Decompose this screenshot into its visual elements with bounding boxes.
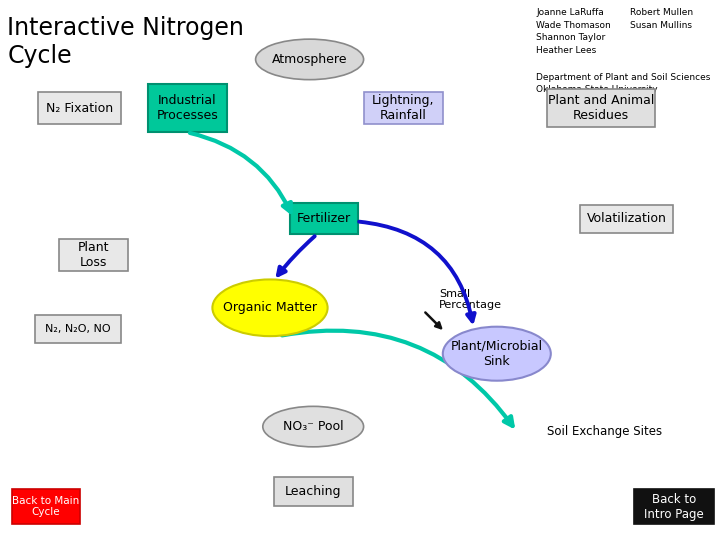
Text: Atmosphere: Atmosphere — [272, 53, 347, 66]
Text: N₂, N₂O, NO: N₂, N₂O, NO — [45, 325, 111, 334]
Ellipse shape — [256, 39, 364, 79]
Text: Volatilization: Volatilization — [587, 212, 666, 225]
Text: Back to
Intro Page: Back to Intro Page — [644, 492, 703, 521]
Text: Small
Percentage: Small Percentage — [439, 289, 503, 310]
Text: Leaching: Leaching — [285, 485, 341, 498]
Text: Industrial
Processes: Industrial Processes — [156, 94, 218, 122]
Text: Robert Mullen
Susan Mullins: Robert Mullen Susan Mullins — [630, 8, 693, 30]
FancyBboxPatch shape — [148, 84, 227, 132]
Text: Plant
Loss: Plant Loss — [78, 241, 109, 269]
Text: Lightning,
Rainfall: Lightning, Rainfall — [372, 94, 434, 122]
Text: Joanne LaRuffa
Wade Thomason
Shannon Taylor
Heather Lees: Joanne LaRuffa Wade Thomason Shannon Tay… — [536, 8, 611, 55]
FancyBboxPatch shape — [289, 203, 359, 234]
Text: Department of Plant and Soil Sciences
Oklahoma State University: Department of Plant and Soil Sciences Ok… — [536, 73, 711, 94]
FancyBboxPatch shape — [634, 489, 714, 524]
Text: N₂ Fixation: N₂ Fixation — [45, 102, 113, 114]
FancyBboxPatch shape — [37, 92, 121, 124]
Text: Organic Matter: Organic Matter — [223, 301, 317, 314]
Text: Back to Main
Cycle: Back to Main Cycle — [12, 496, 80, 517]
FancyBboxPatch shape — [274, 477, 353, 507]
Text: NO₃⁻ Pool: NO₃⁻ Pool — [283, 420, 343, 433]
FancyBboxPatch shape — [35, 315, 121, 343]
FancyBboxPatch shape — [547, 89, 655, 127]
FancyBboxPatch shape — [12, 489, 81, 524]
Text: Plant/Microbial
Sink: Plant/Microbial Sink — [451, 340, 543, 368]
Ellipse shape — [443, 327, 551, 381]
FancyBboxPatch shape — [580, 205, 673, 233]
Text: Interactive Nitrogen
Cycle: Interactive Nitrogen Cycle — [7, 16, 244, 68]
FancyBboxPatch shape — [364, 92, 443, 124]
FancyBboxPatch shape — [60, 239, 128, 271]
Text: Soil Exchange Sites: Soil Exchange Sites — [547, 426, 662, 438]
Ellipse shape — [263, 407, 364, 447]
Text: Plant and Animal
Residues: Plant and Animal Residues — [548, 94, 654, 122]
Text: Fertilizer: Fertilizer — [297, 212, 351, 225]
Ellipse shape — [212, 280, 328, 336]
